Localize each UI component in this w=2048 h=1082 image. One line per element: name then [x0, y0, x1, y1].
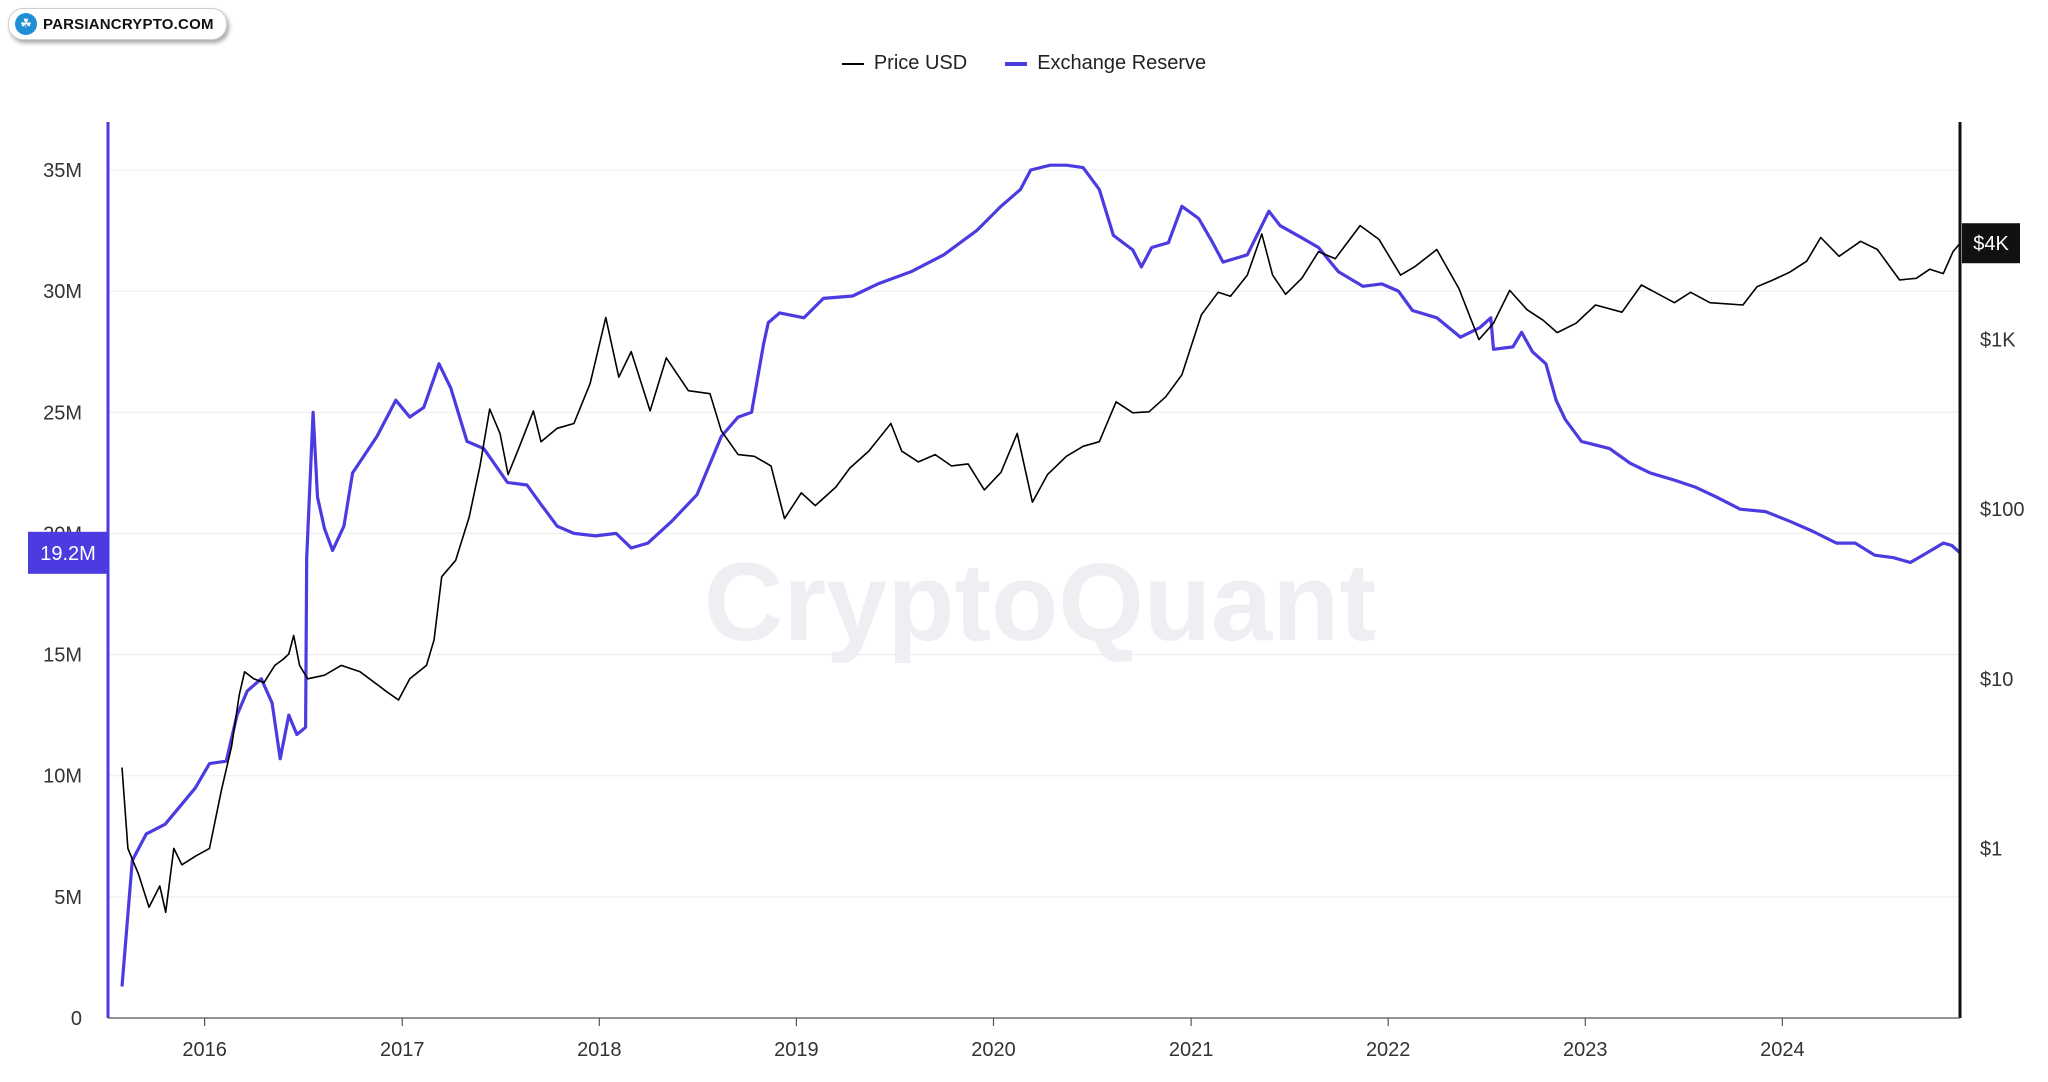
right-tick-label: $1K	[1980, 330, 2016, 352]
x-tick-label: 2018	[577, 1039, 622, 1061]
x-tick-label: 2023	[1563, 1039, 1608, 1061]
left-tick-label: 15M	[43, 645, 82, 667]
parsiancrypto-badge: ☘ PARSIANCRYPTO.COM	[8, 8, 227, 40]
left-tick-label: 10M	[43, 766, 82, 788]
left-current-value-box	[28, 531, 108, 574]
x-tick-label: 2019	[774, 1039, 819, 1061]
left-current-value-label: 19.2M	[40, 543, 96, 565]
series-line-exchange-reserve	[120, 163, 1962, 987]
right-tick-label: $1	[1980, 838, 2002, 860]
left-tick-label: 0	[71, 1008, 82, 1030]
x-tick-label: 2016	[182, 1039, 227, 1061]
left-tick-label: 30M	[43, 281, 82, 303]
tree-logo-icon: ☘	[15, 13, 37, 35]
right-tick-label: $100	[1980, 499, 2025, 521]
legend-label-exchange-reserve: Exchange Reserve	[1037, 52, 1207, 74]
axes: 05M10M15M20M25M30M35M$1$10$100$1K2016201…	[28, 122, 2025, 1061]
series	[120, 163, 1962, 987]
series-line-price-usd	[121, 224, 1961, 914]
x-tick-label: 2017	[380, 1039, 425, 1061]
left-tick-label: 5M	[54, 887, 82, 909]
legend-label-price: Price USD	[873, 52, 968, 74]
right-current-value-label: $4K	[1973, 233, 2009, 255]
x-tick-label: 2024	[1760, 1039, 1805, 1061]
badge-text: PARSIANCRYPTO.COM	[43, 15, 214, 33]
left-tick-label: 25M	[43, 402, 82, 424]
legend-swatch-exchange-reserve	[1005, 61, 1028, 66]
x-tick-label: 2021	[1169, 1039, 1214, 1061]
x-tick-label: 2022	[1366, 1039, 1411, 1061]
legend: Price USD Exchange Reserve	[0, 52, 2048, 75]
legend-swatch-price	[841, 62, 864, 65]
legend-item-price[interactable]: Price USD	[841, 52, 968, 75]
cryptoquant-watermark: CryptoQuant	[704, 541, 1376, 664]
legend-item-exchange-reserve[interactable]: Exchange Reserve	[1005, 52, 1206, 75]
x-tick-label: 2020	[971, 1039, 1016, 1061]
right-current-value-box	[1962, 223, 2020, 264]
left-tick-label: 35M	[43, 160, 82, 182]
right-tick-label: $10	[1980, 669, 2013, 691]
